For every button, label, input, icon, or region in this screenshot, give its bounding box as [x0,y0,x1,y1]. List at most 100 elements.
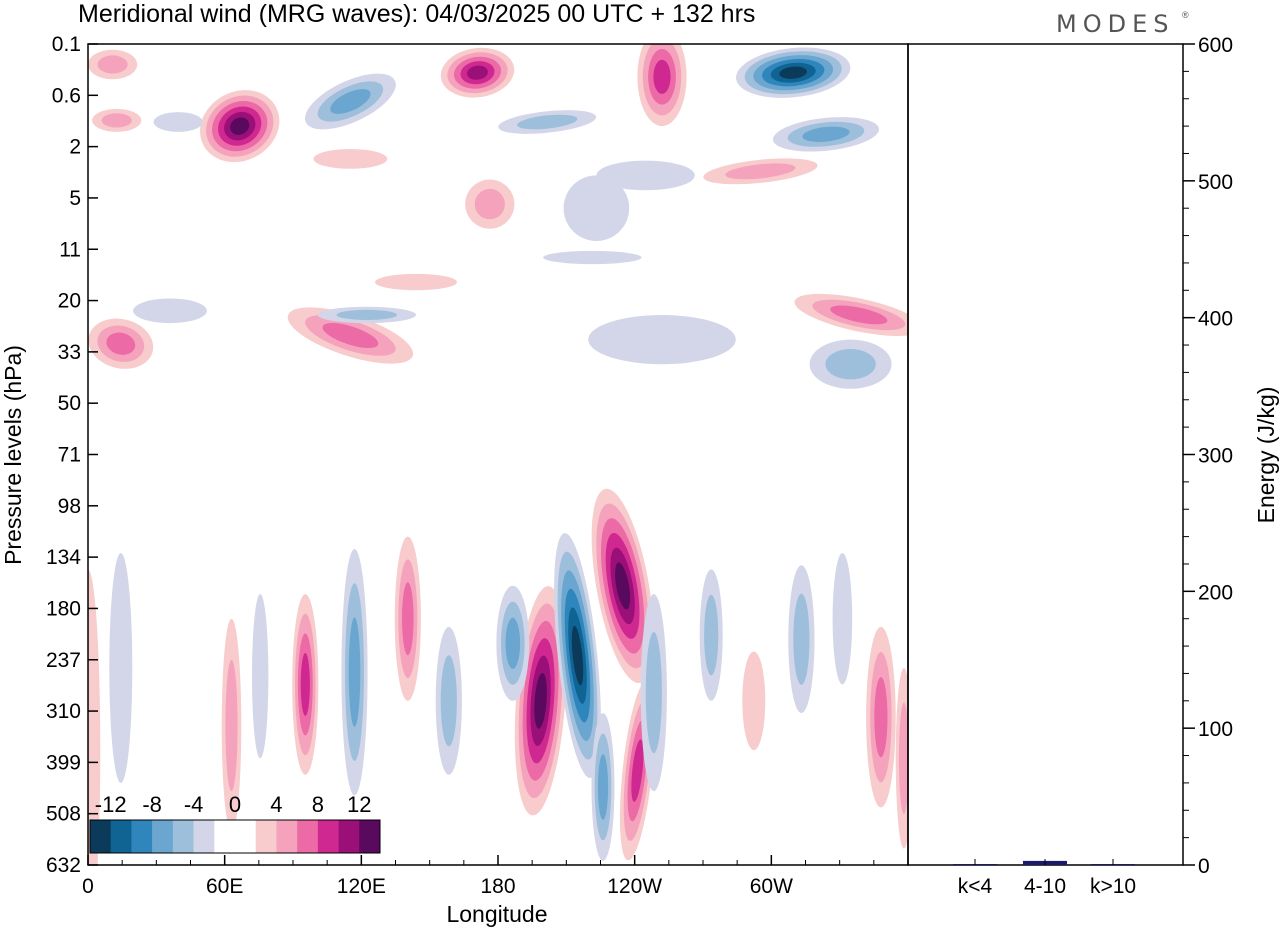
colorbar-swatch [172,820,194,853]
x-axis-label: Longitude [446,901,547,927]
colorbar-swatch [255,820,277,853]
positive-contour-3-4 [631,739,644,802]
heatmap-field [88,44,908,865]
negative-contour-39-2 [825,349,876,380]
colorbar-swatch [338,820,360,853]
positive-contour-38-3 [830,305,888,325]
energy-category-label: k<4 [958,875,993,898]
colorbar-swatch [90,820,112,853]
colorbar-swatch [276,820,298,853]
energy-tick-label: 300 [1198,445,1233,468]
colorbar-label: 4 [270,792,282,817]
y-tick-label: 0.6 [52,84,81,107]
y-tick-label: 0.1 [52,33,81,56]
y-tick-label: 11 [59,238,81,261]
positive-contour-28-2 [101,113,132,128]
negative-contour-7-2 [440,655,457,747]
negative-contour-12-1 [252,594,269,759]
colorbar-frame [89,819,381,854]
positive-contour-11-2 [225,659,238,792]
energy-tick-label: 600 [1198,34,1233,57]
negative-contour-6-3 [505,617,521,669]
x-axis: 0 60E 120E 180 120W 60W [82,855,875,898]
colorbar-label: -4 [184,792,204,817]
negative-contour-16-1 [832,553,853,685]
y-tick-label: 33 [58,341,81,364]
negative-contour-9-3 [348,617,361,727]
y-tick-label: 20 [58,290,81,313]
y-tick-label: 5 [69,187,81,210]
colorbar-label: 0 [229,792,241,817]
energy-panel-frame [907,43,1184,866]
positive-contour-43-1 [375,273,457,291]
negative-contour-1-6 [571,625,584,686]
brand-logo-text: MODES [1056,10,1174,38]
negative-contour-25-6 [779,66,808,79]
chart-title: Meridional wind (MRG waves): 04/03/2025 … [78,0,755,28]
y-tick-label: 180 [46,597,81,620]
colorbar: -12 -8 -4 0 4 8 12 [89,792,381,854]
x-tick-label: 60W [750,875,793,898]
colorbar-swatch [297,820,319,853]
positive-contour-35-1 [313,149,388,169]
positive-contour-32-2 [725,163,796,180]
colorbar-swatch [152,820,174,853]
x-tick-label: 180 [480,875,515,898]
colorbar-swatch [193,820,215,853]
negative-contour-26-3 [802,126,850,142]
positive-contour-2-6 [615,562,631,610]
energy-axis-label: Energy (J/kg) [1253,387,1279,524]
energy-tick-label: 400 [1198,308,1233,331]
positive-contour-36-3 [322,322,379,349]
y-tick-label: 237 [46,649,81,672]
positive-contour-19-1 [88,569,101,865]
colorbar-label: 8 [312,792,324,817]
positive-contour-37-3 [106,332,136,355]
energy-tick-label: 500 [1198,171,1233,194]
colorbar-label: -12 [95,792,127,817]
x-tick-label: 120W [607,875,662,898]
negative-contour-29-1 [153,112,203,132]
y-tick-label: 310 [46,700,81,723]
brand-registered-mark: ® [1182,10,1189,20]
energy-tick-label: 200 [1198,581,1233,604]
negative-contour-31-1 [596,160,695,191]
negative-contour-18-2 [704,594,719,676]
positive-contour-24-4 [653,59,671,94]
positive-contour-33-2 [474,188,505,220]
y-tick-label: 134 [46,546,81,569]
negative-contour-5-2 [645,632,662,754]
energy-bar-chart: 0 100 200 300 400 500 600 k<4 4-10 k>10 [953,34,1233,898]
x-tick-label: 0 [82,875,94,898]
positive-contour-27-2 [97,55,128,74]
energy-category-label: 4-10 [1024,875,1066,898]
colorbar-swatch [110,820,132,853]
negative-contour-40-1 [588,315,736,365]
y-tick-label: 2 [69,136,81,159]
x-tick-label: 120E [337,875,386,898]
negative-contour-4-3 [597,754,609,820]
positive-contour-14-1 [742,651,766,751]
y-axis-label: Pressure levels (hPa) [0,345,26,565]
y-axis: 0.1 0.6 2 5 11 20 33 50 71 98 134 180 237 310 399 508 63… [46,33,98,877]
y-tick-label: 98 [58,495,81,518]
colorbar-swatch [317,820,339,853]
colorbar-label: 12 [347,792,371,817]
y-tick-label: 632 [46,854,81,877]
energy-category-label: k>10 [1090,875,1136,898]
positive-contour-23-5 [467,65,488,80]
colorbar-swatch [235,820,257,853]
negative-contour-41-2 [336,309,398,320]
positive-contour-17-3 [874,677,888,758]
y-tick-label: 399 [46,751,81,774]
positive-contour-8-4 [300,653,310,716]
y-tick-label: 508 [46,803,81,826]
x-tick-label: 60E [206,875,243,898]
energy-tick-label: 0 [1198,855,1210,878]
colorbar-swatch [214,820,236,853]
negative-contour-22-3 [330,89,371,114]
negative-contour-13-1 [109,553,133,783]
negative-contour-42-1 [133,298,207,324]
negative-contour-30-2 [517,114,578,130]
